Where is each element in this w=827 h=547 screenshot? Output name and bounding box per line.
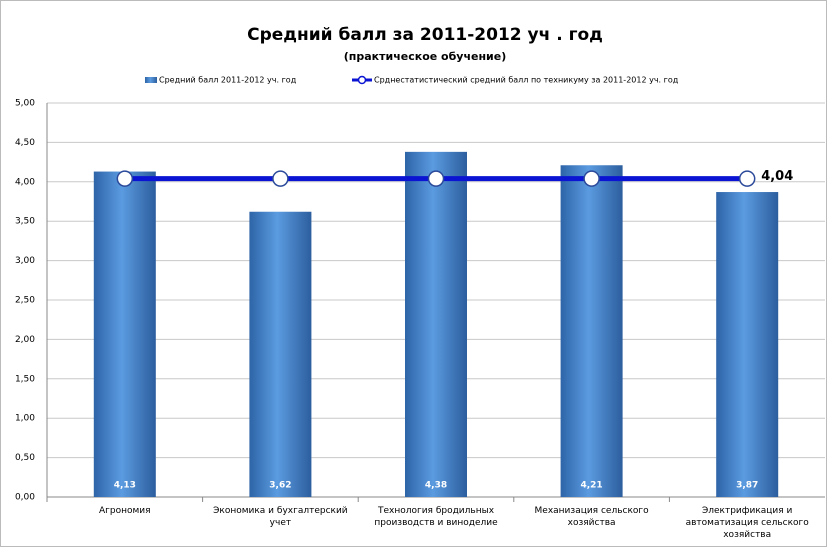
- y-tick-label: 4,50: [15, 138, 35, 148]
- bar-value-label: 3,87: [736, 481, 758, 491]
- line-marker: [116, 170, 134, 187]
- x-tick-label: Электрификация и автоматизация сельского…: [685, 506, 809, 540]
- legend-label: Средний балл 2011-2012 уч. год: [159, 76, 297, 85]
- y-tick-label: 0,00: [15, 493, 35, 503]
- y-tick-label: 1,50: [15, 374, 35, 384]
- line-marker: [272, 170, 289, 187]
- bar-value-label: 3,62: [269, 481, 291, 491]
- y-tick-label: 4,00: [15, 177, 35, 187]
- line-marker: [738, 170, 756, 187]
- bar: [405, 151, 467, 497]
- legend-marker: [357, 75, 367, 85]
- y-tick-label: 5,00: [15, 99, 35, 109]
- x-tick-label: Технология бродильных производств и вино…: [374, 506, 498, 528]
- y-tick-label: 1,00: [15, 414, 35, 424]
- legend-label: Срднестатистический средний балл по техн…: [374, 76, 679, 85]
- y-tick-label: 0,50: [15, 453, 35, 463]
- chart-subtitle: (практическое обучение): [344, 50, 507, 63]
- legend-swatch: [145, 77, 157, 83]
- chart-title: Средний балл за 2011-2012 уч . год: [247, 25, 603, 45]
- bar: [249, 211, 312, 497]
- bar-value-label: 4,21: [580, 481, 602, 491]
- y-tick-label: 2,50: [15, 296, 35, 306]
- bar-value-label: 4,13: [114, 481, 136, 491]
- bar-value-label: 4,38: [425, 481, 447, 491]
- y-tick-label: 2,00: [15, 335, 35, 345]
- bar: [716, 192, 779, 497]
- y-tick-label: 3,50: [15, 217, 35, 227]
- line-value-label: 4,04: [761, 169, 793, 184]
- y-tick-label: 3,00: [15, 256, 35, 266]
- line-marker: [583, 170, 600, 187]
- bar: [93, 171, 156, 497]
- x-tick-label: Механизация сельского хозяйства: [534, 506, 649, 528]
- line-marker: [427, 170, 445, 187]
- bar: [560, 165, 623, 497]
- x-tick-label: Экономика и бухгалтерский учет: [213, 506, 348, 528]
- x-tick-label: Агрономия: [99, 506, 151, 516]
